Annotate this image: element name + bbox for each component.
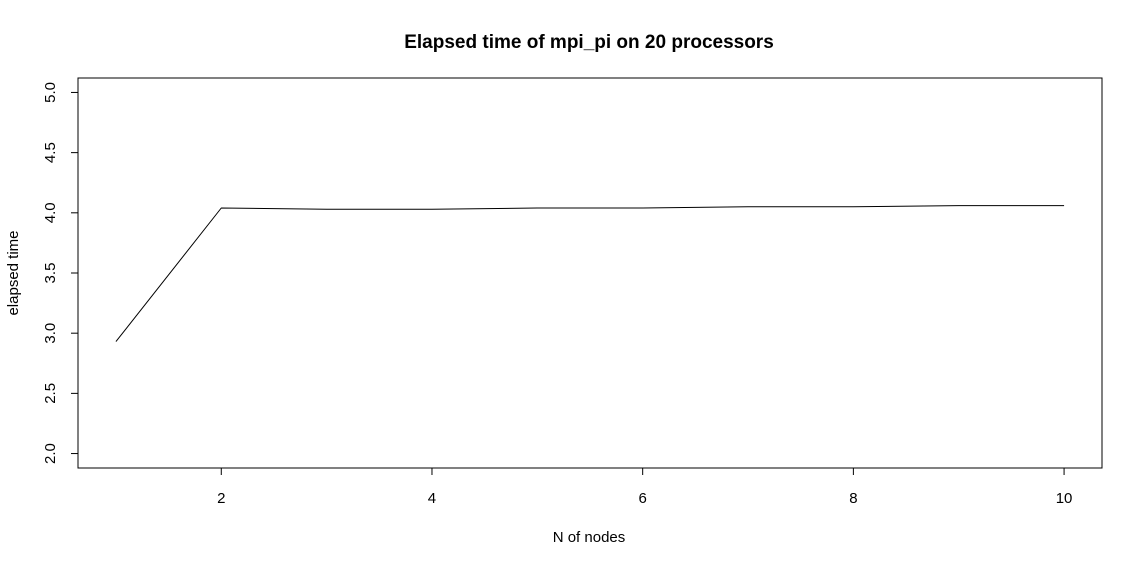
x-tick-label: 10 [1056, 490, 1073, 507]
x-axis: 2 4 6 8 10 [217, 467, 1073, 507]
x-tick-label: 8 [849, 490, 857, 507]
y-axis-title: elapsed time [5, 230, 22, 315]
x-tick-label: 4 [428, 490, 436, 507]
x-tick-label: 2 [217, 490, 225, 507]
series-layer [115, 205, 1065, 342]
y-axis: 2.0 2.5 3.0 3.5 4.0 4.5 5.0 [42, 82, 79, 464]
y-tick-label: 4.5 [42, 142, 59, 163]
y-tick-label: 3.5 [42, 263, 59, 284]
series-line [115, 205, 1065, 342]
plot-frame [77, 77, 1103, 469]
y-tick-label: 2.0 [42, 443, 59, 464]
x-tick-label: 6 [639, 490, 647, 507]
chart-title: Elapsed time of mpi_pi on 20 processors [404, 32, 774, 53]
y-tick-label: 3.0 [42, 323, 59, 344]
x-axis-title: N of nodes [553, 529, 626, 546]
y-tick-label: 5.0 [42, 82, 59, 103]
y-tick-label: 4.0 [42, 202, 59, 223]
y-tick-label: 2.5 [42, 383, 59, 404]
